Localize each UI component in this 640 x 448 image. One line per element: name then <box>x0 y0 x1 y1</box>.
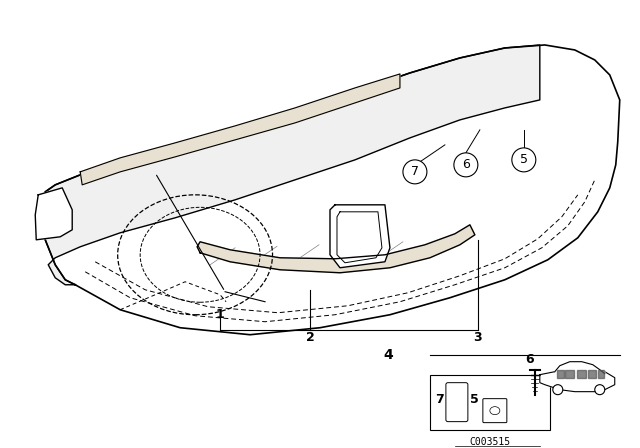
Polygon shape <box>35 188 72 240</box>
Polygon shape <box>564 370 574 378</box>
Text: 5: 5 <box>520 153 528 166</box>
Polygon shape <box>577 370 586 378</box>
Circle shape <box>403 160 427 184</box>
Text: 3: 3 <box>474 331 482 344</box>
Text: 7: 7 <box>436 393 444 406</box>
Text: 2: 2 <box>306 331 314 344</box>
Bar <box>430 375 550 430</box>
Circle shape <box>512 148 536 172</box>
Text: 4: 4 <box>383 348 393 362</box>
Polygon shape <box>540 368 615 392</box>
Polygon shape <box>40 45 540 285</box>
Text: 7: 7 <box>411 165 419 178</box>
Text: 6: 6 <box>462 158 470 172</box>
Polygon shape <box>555 362 605 374</box>
Circle shape <box>454 153 478 177</box>
FancyBboxPatch shape <box>446 383 468 422</box>
Text: C003515: C003515 <box>469 437 511 447</box>
Text: 6: 6 <box>525 353 534 366</box>
Polygon shape <box>557 370 564 378</box>
Polygon shape <box>197 225 475 273</box>
Text: 5: 5 <box>470 393 479 406</box>
Polygon shape <box>330 205 390 268</box>
Polygon shape <box>80 74 400 185</box>
Polygon shape <box>588 370 596 378</box>
Text: 1: 1 <box>216 308 225 321</box>
Polygon shape <box>598 370 604 378</box>
Polygon shape <box>40 45 620 335</box>
FancyBboxPatch shape <box>483 399 507 422</box>
Circle shape <box>595 385 605 395</box>
Circle shape <box>553 385 563 395</box>
